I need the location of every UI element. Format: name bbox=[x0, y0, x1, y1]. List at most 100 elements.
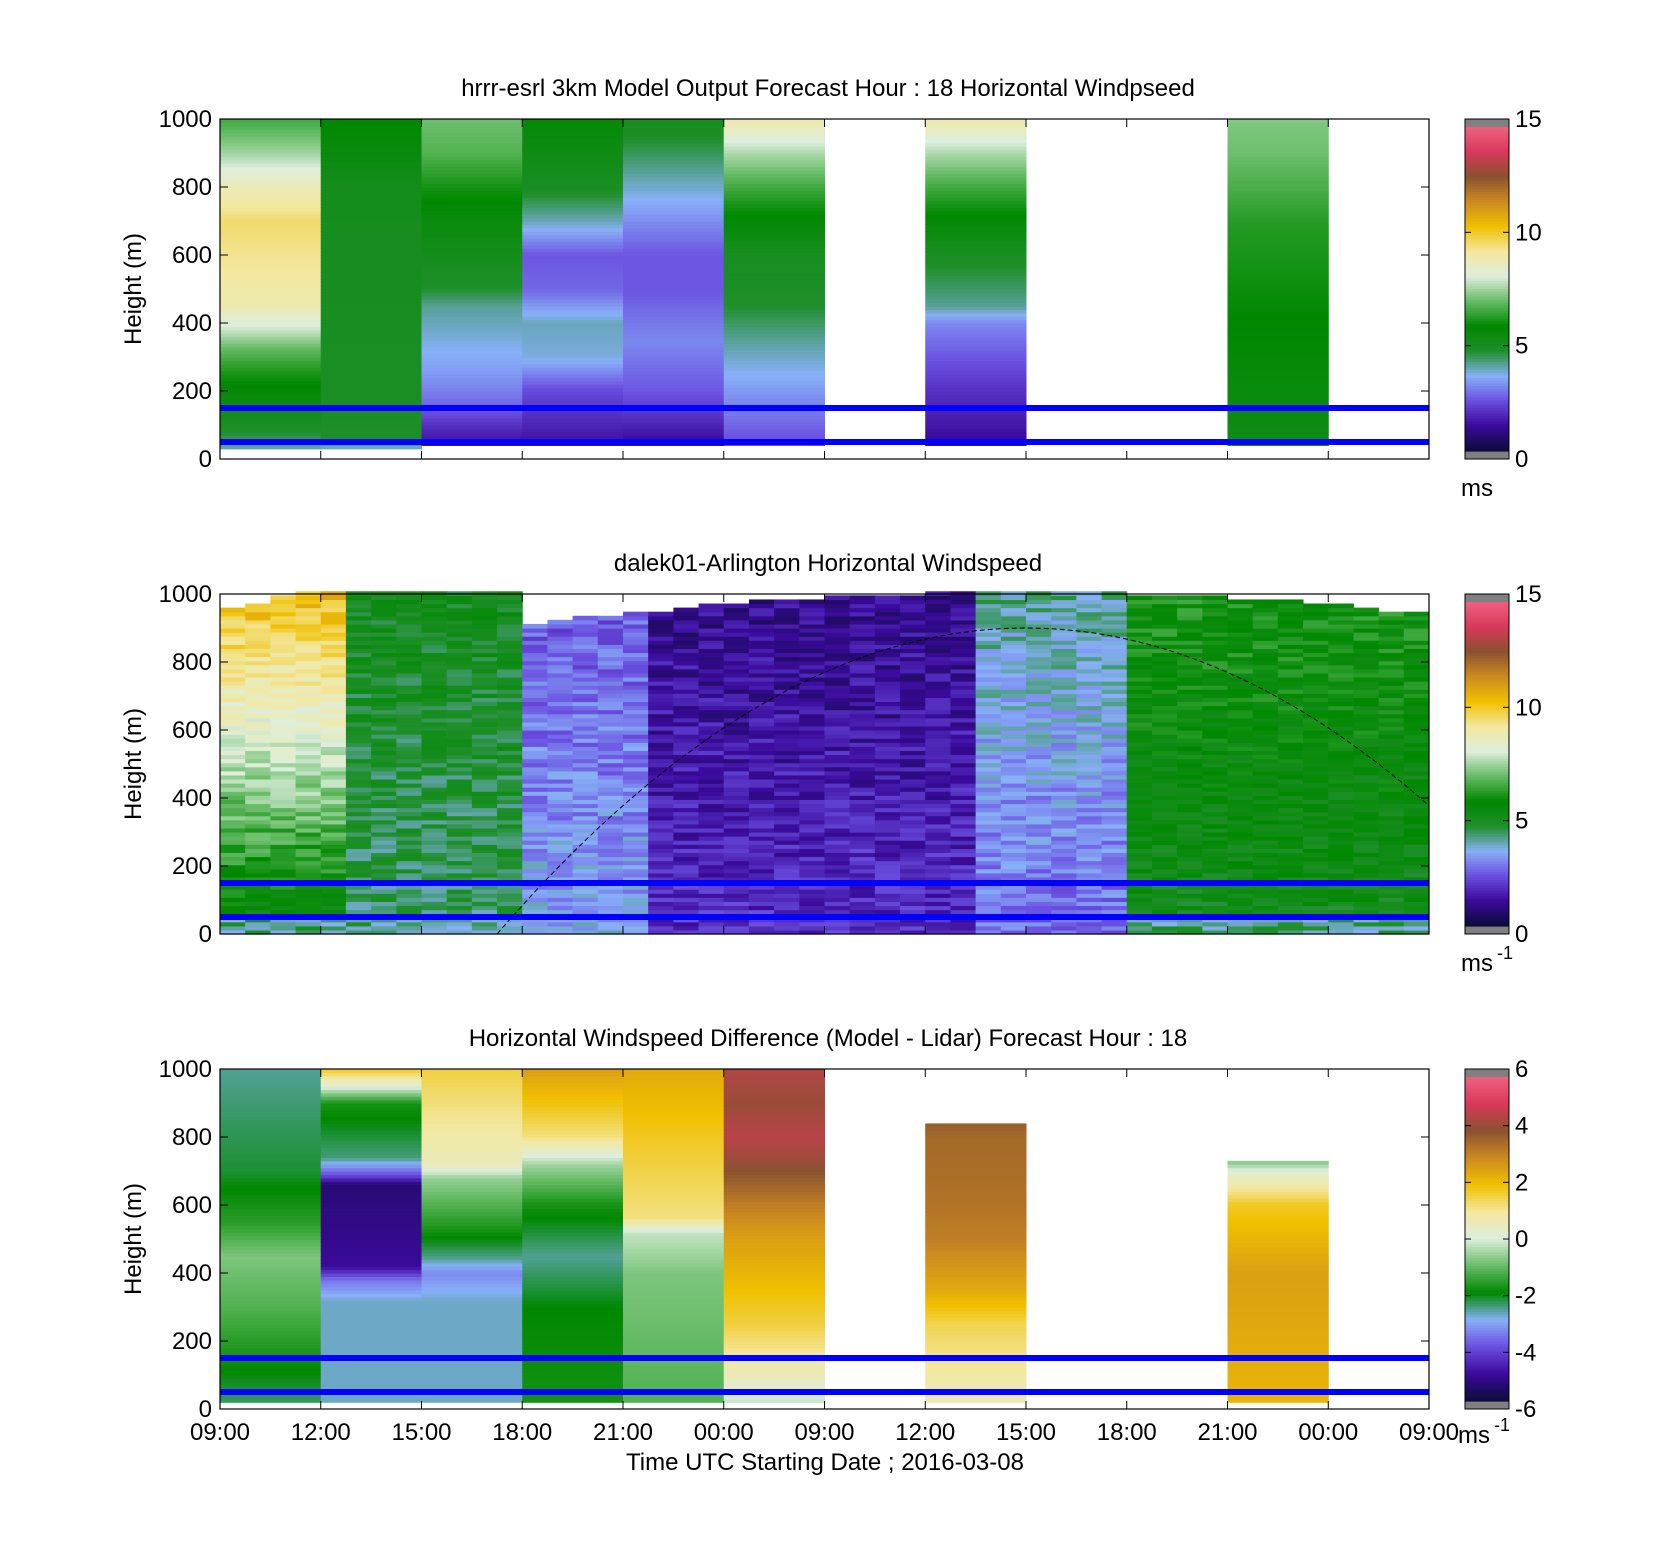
heatmap-cell bbox=[1378, 636, 1405, 641]
heatmap-cell bbox=[1026, 607, 1052, 613]
heatmap-cell bbox=[673, 632, 700, 637]
heatmap-cell bbox=[1101, 827, 1128, 833]
heatmap-cell bbox=[270, 905, 297, 911]
heatmap-cell bbox=[1227, 754, 1254, 760]
heatmap-cell bbox=[799, 823, 825, 829]
heatmap-cell bbox=[1353, 836, 1380, 841]
heatmap-cell bbox=[572, 905, 599, 911]
heatmap-cell bbox=[1126, 929, 1153, 935]
heatmap-cell bbox=[396, 876, 422, 882]
heatmap-cell bbox=[1378, 623, 1405, 629]
heatmap-cell bbox=[723, 156, 825, 161]
heatmap-cell bbox=[446, 815, 473, 821]
heatmap-cell bbox=[748, 909, 775, 915]
heatmap-cell bbox=[572, 628, 599, 633]
x-axis-tickmarks bbox=[219, 594, 1430, 934]
heatmap-cell bbox=[774, 632, 800, 637]
heatmap-cell bbox=[975, 864, 1002, 870]
heatmap-cell bbox=[723, 350, 825, 355]
heatmap-cell bbox=[1303, 648, 1329, 654]
colorbar-swatch bbox=[1465, 334, 1509, 339]
heatmap-cell bbox=[345, 774, 372, 780]
heatmap-cell bbox=[824, 795, 851, 800]
heatmap-cell bbox=[270, 840, 297, 845]
heatmap-cell bbox=[446, 811, 473, 817]
heatmap-cell bbox=[270, 815, 297, 821]
heatmap-cell bbox=[975, 676, 1002, 682]
heatmap-cell bbox=[320, 387, 422, 392]
heatmap-cell bbox=[421, 713, 448, 719]
heatmap-cell bbox=[270, 730, 297, 735]
heatmap-cell bbox=[925, 803, 951, 809]
heatmap-cell bbox=[471, 795, 498, 800]
heatmap-cell bbox=[295, 725, 322, 731]
y-tick-label: 0 bbox=[199, 446, 212, 473]
heatmap-cell bbox=[1403, 664, 1430, 670]
heatmap-cell bbox=[421, 370, 523, 375]
heatmap-cell bbox=[421, 166, 523, 171]
heatmap-cell bbox=[1353, 644, 1380, 649]
heatmap-cell bbox=[220, 285, 322, 290]
heatmap-cell bbox=[547, 709, 574, 715]
heatmap-cell bbox=[320, 302, 422, 307]
heatmap-cell bbox=[497, 852, 523, 858]
heatmap-cell bbox=[950, 864, 977, 870]
heatmap-cell bbox=[1151, 803, 1178, 809]
heatmap-cell bbox=[774, 836, 800, 841]
heatmap-cell bbox=[597, 689, 624, 694]
heatmap-cell bbox=[270, 705, 297, 711]
heatmap-cell bbox=[748, 632, 775, 637]
heatmap-cell bbox=[220, 774, 246, 780]
heatmap-cell bbox=[673, 746, 700, 751]
heatmap-cell bbox=[1353, 823, 1380, 829]
heatmap-cell bbox=[345, 619, 372, 625]
heatmap-cell bbox=[522, 234, 624, 239]
heatmap-cell bbox=[673, 640, 700, 645]
heatmap-cell bbox=[824, 852, 851, 858]
heatmap-cell bbox=[748, 836, 775, 841]
colorbar-swatch bbox=[1465, 356, 1509, 360]
heatmap-cell bbox=[623, 159, 725, 164]
colorbar-swatch bbox=[1465, 232, 1509, 236]
heatmap-cell bbox=[1277, 803, 1304, 809]
heatmap-cell bbox=[1303, 929, 1329, 935]
heatmap-cell bbox=[1076, 632, 1103, 637]
heatmap-cell bbox=[748, 636, 775, 641]
heatmap-cell bbox=[1303, 795, 1329, 800]
heatmap-cell bbox=[270, 660, 297, 666]
heatmap-cell bbox=[1151, 766, 1178, 772]
heatmap-cell bbox=[220, 193, 322, 198]
heatmap-cell bbox=[698, 721, 725, 727]
heatmap-cell bbox=[723, 244, 825, 249]
heatmap-cell bbox=[396, 721, 422, 727]
heatmap-cell bbox=[1000, 628, 1027, 633]
heatmap-cell bbox=[1328, 827, 1354, 833]
heatmap-cell bbox=[220, 258, 322, 263]
heatmap-cell bbox=[849, 872, 876, 878]
heatmap-cell bbox=[1328, 893, 1354, 898]
heatmap-cell bbox=[371, 905, 397, 911]
heatmap-cell bbox=[774, 754, 800, 760]
heatmap-cell bbox=[270, 893, 297, 898]
heatmap-cell bbox=[1202, 668, 1228, 674]
heatmap-cell bbox=[874, 615, 901, 621]
heatmap-cell bbox=[925, 811, 951, 817]
heatmap-cell bbox=[849, 852, 876, 858]
heatmap-cell bbox=[723, 394, 825, 399]
heatmap-cell bbox=[320, 353, 422, 358]
heatmap-cell bbox=[1227, 251, 1329, 256]
heatmap-cell bbox=[597, 791, 624, 796]
heatmap-cell bbox=[572, 619, 599, 625]
heatmap-cell bbox=[220, 717, 246, 723]
heatmap-cell bbox=[597, 783, 624, 788]
heatmap-cell bbox=[1328, 619, 1354, 625]
heatmap-cell bbox=[396, 799, 422, 805]
heatmap-cell bbox=[597, 721, 624, 727]
heatmap-cell bbox=[497, 787, 523, 792]
heatmap-cell bbox=[748, 856, 775, 862]
heatmap-cell bbox=[900, 787, 926, 792]
heatmap-cell bbox=[572, 787, 599, 792]
colorbar-swatch bbox=[1465, 691, 1509, 695]
heatmap-cell bbox=[497, 595, 523, 601]
heatmap-cell bbox=[1101, 758, 1128, 764]
